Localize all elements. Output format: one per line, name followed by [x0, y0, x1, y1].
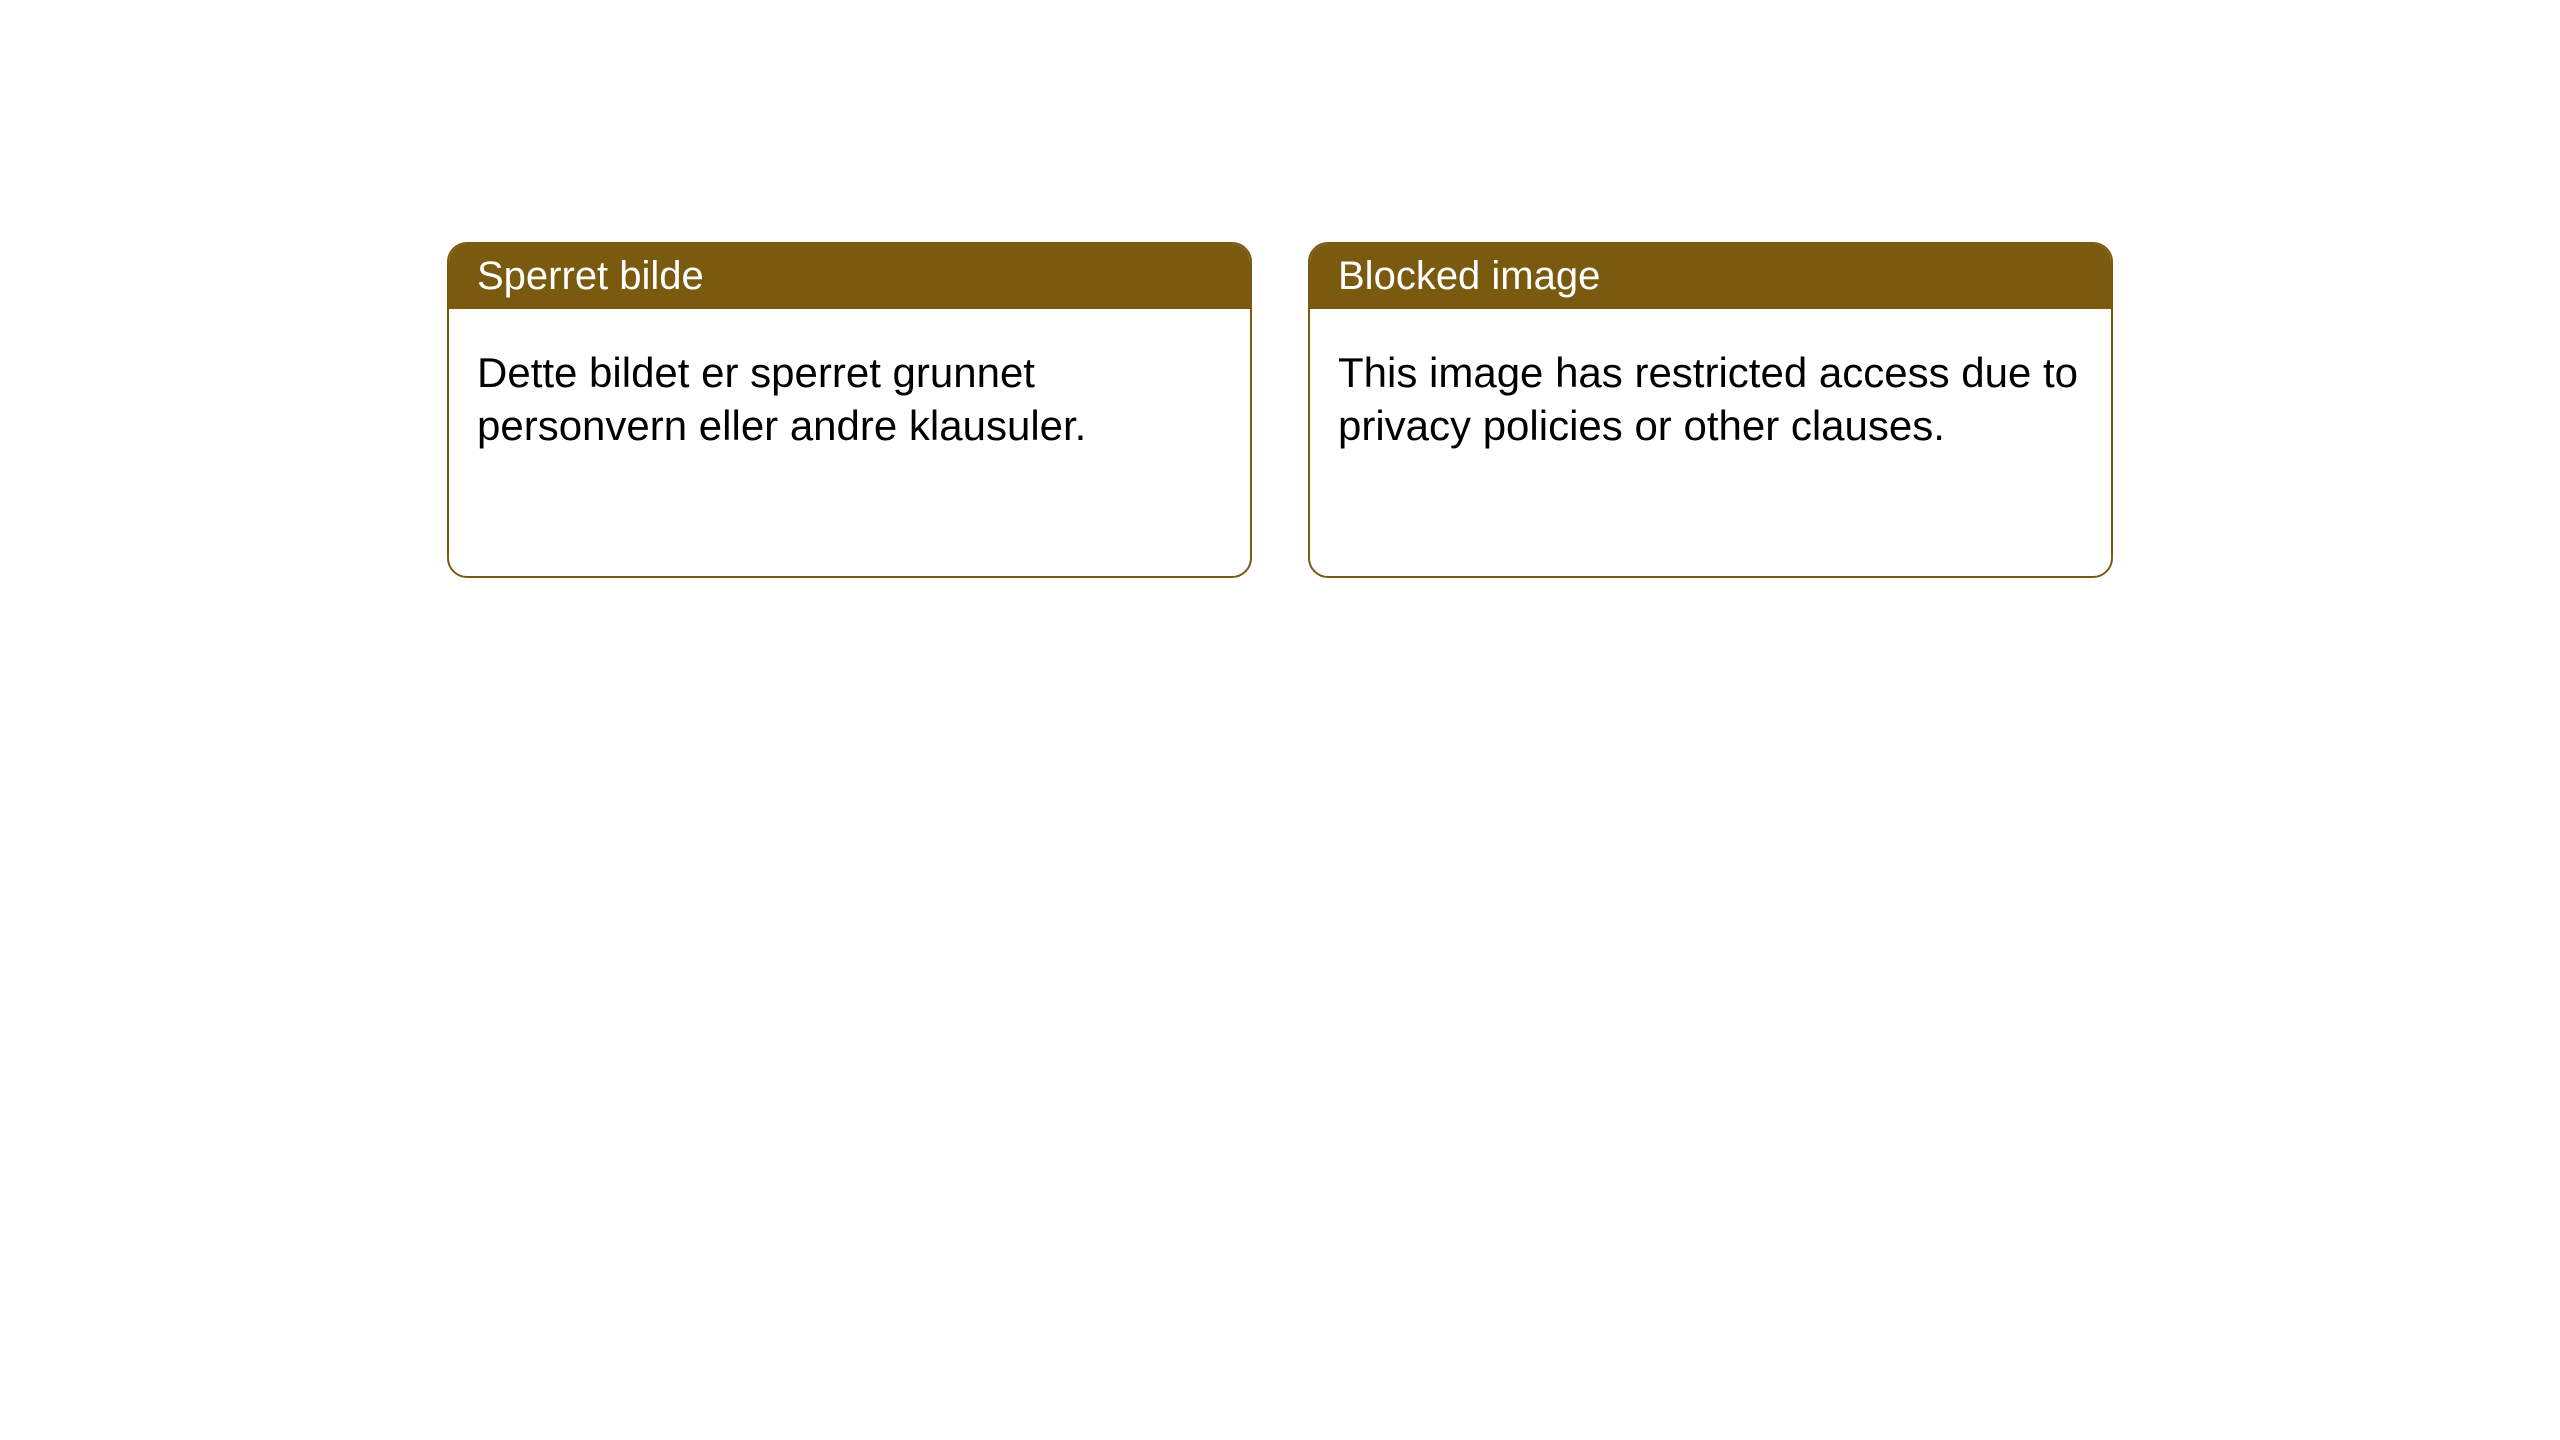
- notice-title-norwegian: Sperret bilde: [449, 244, 1250, 309]
- notice-title-english: Blocked image: [1310, 244, 2111, 309]
- notice-body-norwegian: Dette bildet er sperret grunnet personve…: [449, 309, 1250, 490]
- notice-card-english: Blocked image This image has restricted …: [1308, 242, 2113, 578]
- notice-body-english: This image has restricted access due to …: [1310, 309, 2111, 490]
- notice-card-norwegian: Sperret bilde Dette bildet er sperret gr…: [447, 242, 1252, 578]
- notice-container: Sperret bilde Dette bildet er sperret gr…: [447, 242, 2113, 578]
